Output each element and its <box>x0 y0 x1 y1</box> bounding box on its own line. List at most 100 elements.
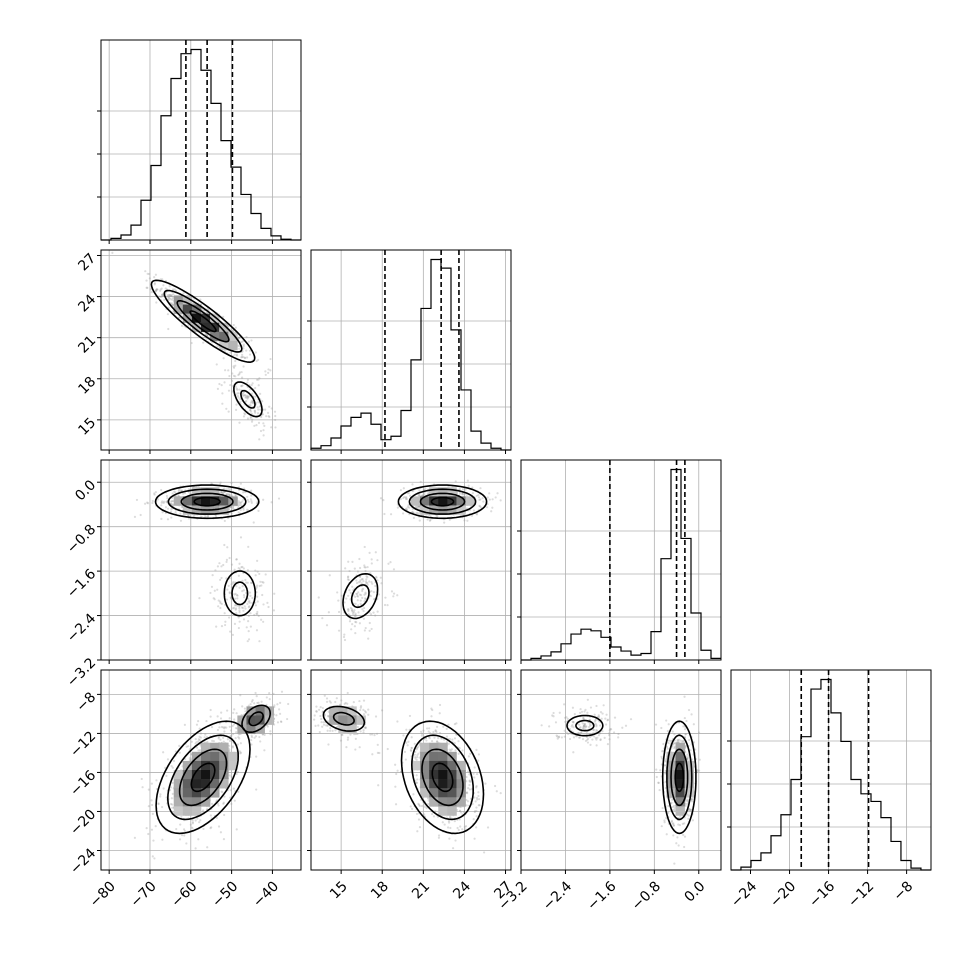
scatter-point <box>261 400 264 403</box>
scatter-point <box>460 811 463 814</box>
scatter-point <box>235 594 239 597</box>
scatter-point <box>225 560 228 564</box>
scatter-point <box>213 598 216 601</box>
density-cell <box>438 742 448 753</box>
scatter-point <box>140 777 143 781</box>
scatter-point <box>250 581 253 584</box>
scatter-point <box>354 612 357 615</box>
scatter-point <box>250 738 253 742</box>
density-cell <box>246 715 256 725</box>
scatter-point <box>246 356 249 359</box>
scatter-point <box>248 601 251 604</box>
scatter-point <box>686 802 689 806</box>
scatter-point <box>220 790 223 793</box>
scatter-point <box>230 379 234 383</box>
scatter-point <box>234 385 237 388</box>
scatter-point <box>228 591 231 594</box>
density-cell <box>173 806 184 816</box>
scatter-point <box>231 633 235 636</box>
scatter-point <box>347 609 350 613</box>
scatter-point <box>171 303 174 307</box>
scatter-point <box>247 614 250 617</box>
scatter-point <box>241 384 244 387</box>
scatter-point <box>180 815 183 818</box>
scatter-point <box>233 718 236 721</box>
scatter-point <box>197 838 200 841</box>
scatter-point <box>232 723 236 726</box>
scatter-point <box>408 506 411 509</box>
scatter-point <box>232 365 235 368</box>
scatter-point <box>415 774 418 777</box>
scatter-point <box>182 292 185 295</box>
scatter-point <box>262 422 265 425</box>
scatter-point <box>177 489 180 492</box>
scatter-point <box>146 501 149 504</box>
scatter-point <box>230 802 233 806</box>
scatter-point <box>247 600 250 603</box>
density-cell <box>219 331 229 342</box>
density-cell <box>210 788 220 798</box>
scatter-point <box>346 576 350 579</box>
scatter-point <box>453 737 457 740</box>
scatter-point <box>477 753 480 756</box>
scatter-point <box>363 600 366 603</box>
scatter-point <box>472 509 476 512</box>
scatter-point <box>240 356 244 359</box>
scatter-point <box>380 582 383 585</box>
scatter-point <box>162 751 165 754</box>
scatter-point <box>225 493 228 496</box>
scatter-point <box>471 491 475 495</box>
scatter-point <box>418 493 421 497</box>
scatter-point <box>453 723 457 726</box>
scatter-point <box>361 589 364 593</box>
scatter-point <box>327 720 330 723</box>
contour-0-0 <box>431 762 454 793</box>
density-cell <box>255 715 265 725</box>
scatter-point <box>228 493 231 496</box>
scatter-point <box>230 481 233 485</box>
scatter-point <box>354 595 357 598</box>
scatter-point <box>376 751 379 754</box>
scatter-point <box>370 581 373 584</box>
joint-panel-0-1 <box>100 249 302 451</box>
scatter-point <box>265 696 268 699</box>
scatter-point <box>243 356 246 359</box>
scatter-point <box>478 804 481 807</box>
scatter-point <box>447 819 450 823</box>
scatter-point <box>478 504 481 507</box>
density-cell <box>219 340 229 351</box>
scatter-point <box>280 690 284 693</box>
scatter-point <box>219 717 223 720</box>
scatter-point <box>170 295 173 298</box>
scatter-point <box>423 488 426 491</box>
scatter-point <box>366 565 369 569</box>
scatter-point <box>362 731 365 734</box>
scatter-point <box>151 855 154 858</box>
scatter-point <box>394 763 397 766</box>
scatter-point <box>240 384 243 388</box>
scatter-point <box>477 791 480 794</box>
scatter-point <box>475 513 479 516</box>
scatter-point <box>363 545 366 549</box>
scatter-point <box>235 612 238 615</box>
scatter-point <box>239 536 243 539</box>
scatter-point <box>250 500 253 503</box>
density-cell <box>219 751 229 762</box>
histogram-panel-0 <box>97 39 302 241</box>
scatter-point <box>363 726 367 729</box>
scatter-point <box>154 290 157 293</box>
scatter-point <box>351 611 354 614</box>
density-cell <box>411 496 421 506</box>
scatter-point <box>468 788 472 791</box>
scatter-point <box>197 740 200 743</box>
scatter-point <box>211 574 214 577</box>
scatter-point <box>261 593 264 597</box>
scatter-point <box>416 778 419 781</box>
scatter-point <box>449 815 452 818</box>
scatter-point <box>244 710 247 713</box>
scatter-point <box>149 288 152 291</box>
scatter-point <box>436 515 439 518</box>
scatter-point <box>242 506 245 510</box>
scatter-point <box>219 831 223 834</box>
scatter-point <box>364 726 367 729</box>
